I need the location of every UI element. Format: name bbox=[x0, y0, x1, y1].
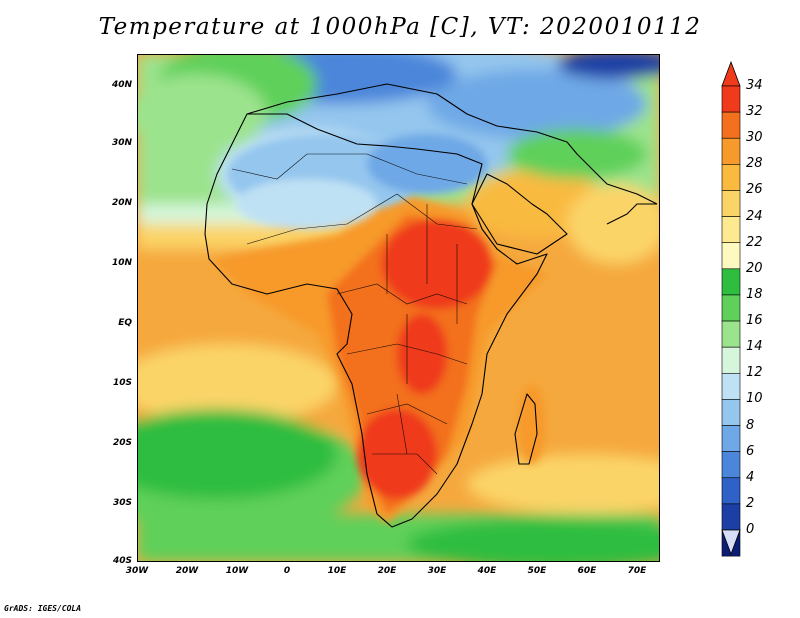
colorbar bbox=[721, 60, 741, 557]
colorbar-swatch bbox=[721, 425, 741, 452]
colorbar-swatch bbox=[721, 320, 741, 348]
colorbar-label: 8 bbox=[746, 417, 755, 433]
credit-text: GrADS: IGES/COLA bbox=[4, 604, 82, 613]
colorbar-label: 34 bbox=[746, 78, 763, 93]
colorbar-label: 6 bbox=[746, 443, 755, 459]
colorbar-swatch bbox=[721, 137, 741, 165]
colorbar-swatch bbox=[721, 477, 741, 505]
colorbar-label: 12 bbox=[746, 365, 763, 381]
colorbar-swatch bbox=[721, 294, 741, 322]
colorbar-swatch bbox=[721, 242, 741, 270]
colorbar-label: 14 bbox=[746, 339, 763, 355]
colorbar-swatch bbox=[721, 346, 741, 374]
colorbar-label: 30 bbox=[746, 130, 763, 146]
colorbar-swatch bbox=[721, 216, 741, 244]
colorbar-label: 28 bbox=[746, 156, 763, 172]
lat-label: 30N bbox=[111, 138, 132, 148]
colorbar-label: 24 bbox=[746, 208, 763, 224]
lat-label: 10N bbox=[111, 258, 132, 268]
colorbar-swatch bbox=[721, 190, 741, 217]
lat-label: 40S bbox=[112, 556, 132, 566]
lon-label: 30E bbox=[427, 566, 447, 576]
lon-label: 20E bbox=[377, 566, 397, 576]
lon-label: 40E bbox=[477, 566, 497, 576]
temperature-map bbox=[137, 54, 660, 562]
lat-label: 40N bbox=[111, 80, 132, 90]
colorbar-swatch bbox=[721, 85, 741, 113]
lon-label: 0 bbox=[283, 566, 291, 576]
lon-label: 10E bbox=[327, 566, 347, 576]
lon-label: 30W bbox=[125, 566, 149, 576]
colorbar-label: 10 bbox=[746, 391, 763, 407]
lat-label: 10S bbox=[112, 378, 132, 388]
colorbar-label: 4 bbox=[746, 469, 755, 485]
lat-label: 30S bbox=[112, 498, 132, 508]
lon-label: 20W bbox=[175, 566, 199, 576]
colorbar-swatch bbox=[721, 451, 741, 479]
colorbar-top-arrow bbox=[721, 60, 741, 87]
colorbar-label: 22 bbox=[746, 234, 763, 250]
lat-label: 20S bbox=[112, 438, 132, 448]
colorbar-label: 20 bbox=[746, 260, 763, 276]
colorbar-swatch bbox=[721, 399, 741, 426]
colorbar-label: 2 bbox=[746, 495, 755, 511]
colorbar-label: 32 bbox=[746, 104, 763, 120]
colorbar-label: 0 bbox=[746, 522, 755, 537]
lat-label: 20N bbox=[111, 198, 132, 208]
lon-label: 70E bbox=[627, 566, 647, 576]
lon-label: 60E bbox=[577, 566, 597, 576]
colorbar-bottom-arrow bbox=[721, 529, 741, 556]
colorbar-label: 16 bbox=[746, 313, 763, 329]
colorbar-swatch bbox=[721, 164, 741, 191]
colorbar-swatch bbox=[721, 111, 741, 139]
colorbar-label: 18 bbox=[746, 286, 763, 302]
lon-label: 10W bbox=[225, 566, 249, 576]
colorbar-swatch bbox=[721, 372, 741, 400]
colorbar-label: 26 bbox=[746, 182, 763, 198]
colorbar-swatch bbox=[721, 268, 741, 296]
lat-label: EQ bbox=[118, 318, 132, 328]
map-title: Temperature at 1000hPa [C], VT: 20200101… bbox=[98, 14, 702, 40]
lon-label: 50E bbox=[527, 566, 547, 576]
colorbar-swatch bbox=[721, 503, 741, 531]
